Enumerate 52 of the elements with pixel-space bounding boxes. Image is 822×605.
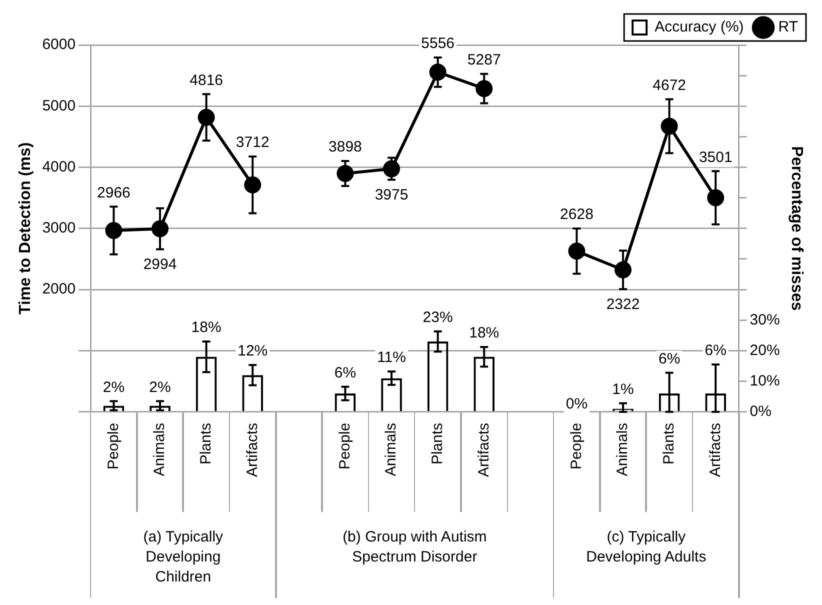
data-label: 1% — [612, 380, 634, 398]
text: (a) Typically Developing Children — [143, 528, 224, 586]
data-label: 23% — [422, 309, 453, 326]
y-axis-title: Time to Detection (ms) — [17, 142, 34, 314]
x-tick-label: Plants — [660, 422, 678, 465]
y2-tick-label: 20% — [750, 342, 780, 359]
data-label: 2628 — [560, 206, 594, 224]
x-tick-label: Artifacts — [475, 422, 492, 478]
data-label: 2966 — [97, 184, 130, 202]
data-label: 3975 — [374, 186, 408, 204]
x-tick-label: Artifacts — [706, 422, 724, 478]
y-tick-label: 4000 — [42, 158, 76, 176]
data-label: 18% — [191, 319, 222, 336]
data-label: 0% — [566, 395, 588, 412]
x-tick-label: People — [568, 422, 585, 470]
y2-tick-label: 10% — [750, 372, 780, 390]
y-tick-label: 3000 — [42, 220, 76, 237]
x-tick-label: Animals — [151, 422, 168, 476]
y2-axis-title: Percentage of misses — [788, 146, 805, 311]
data-label: 6% — [704, 342, 726, 360]
x-tick-label: Plants — [197, 422, 214, 465]
x-tick-label: Animals — [614, 422, 632, 476]
x-tick-label: Artifacts — [244, 422, 261, 478]
y2-tick-label: 30% — [750, 311, 780, 328]
x-tick-label: Animals — [382, 422, 400, 476]
data-label: 6% — [334, 364, 356, 382]
data-label: 3712 — [236, 134, 270, 152]
data-label: 6% — [658, 350, 680, 368]
data-label: 3501 — [698, 148, 732, 166]
x-tick-label: Plants — [428, 422, 446, 465]
legend-label: RT — [778, 18, 798, 36]
data-label: 2% — [149, 378, 171, 396]
data-label: 2% — [102, 378, 125, 396]
data-label: 12% — [238, 342, 268, 360]
data-label: 4816 — [190, 72, 224, 89]
data-label: 18% — [469, 324, 500, 342]
data-label: 2322 — [606, 296, 640, 313]
data-label: 3898 — [328, 138, 362, 156]
data-label: 11% — [377, 349, 406, 366]
legend-label: Accuracy (%) — [654, 18, 744, 36]
y-tick-label: 2000 — [42, 280, 76, 298]
y2-tick-label: 0% — [750, 402, 772, 420]
text: (b) Group with Autism Spectrum Disorder — [342, 528, 487, 566]
x-tick-label: People — [336, 422, 354, 470]
text: (c) Typically Developing Adults — [586, 528, 706, 566]
data-label: 2994 — [143, 256, 177, 273]
y-tick-label: 6000 — [42, 36, 76, 54]
data-label: 5556 — [421, 35, 455, 52]
y-tick-label: 5000 — [42, 97, 76, 114]
data-label: 4672 — [652, 76, 686, 94]
data-label: 5287 — [467, 52, 501, 69]
x-tick-label: People — [104, 422, 122, 470]
